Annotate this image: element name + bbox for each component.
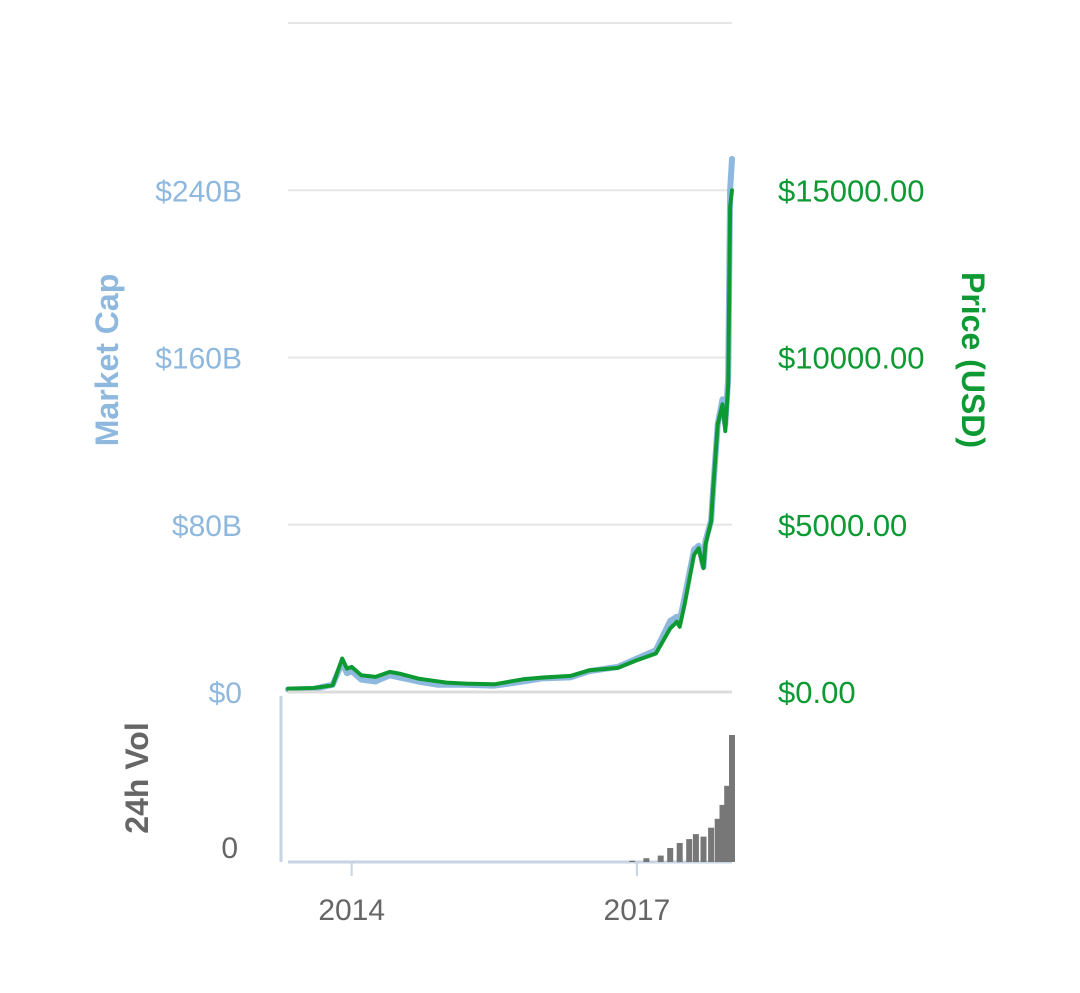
left-tick-label-3: $240B: [155, 175, 242, 208]
right-axis-title: Price (USD): [955, 272, 991, 448]
volume-bar-11: [724, 785, 731, 862]
volume-bar-0: [629, 860, 636, 862]
volume-bars: [629, 735, 735, 863]
series-line-price: [286, 188, 734, 691]
x-tick-label-0: 2014: [318, 894, 385, 927]
volume-axis-title: 24h Vol: [119, 722, 155, 833]
volume-bar-8: [708, 827, 715, 862]
series-line-market-cap: [285, 155, 735, 693]
right-tick-label-2: $10000.00: [778, 341, 925, 376]
volume-bar-5: [686, 839, 693, 862]
volume-bar-2: [657, 855, 664, 862]
left-tick-label-0: $0: [209, 677, 242, 710]
volume-bar-12: [729, 735, 735, 862]
left-tick-label-2: $160B: [155, 343, 242, 376]
volume-tick-label: 0: [221, 832, 238, 865]
volume-bar-6: [692, 834, 699, 862]
volume-bar-9: [714, 818, 721, 862]
volume-bar-7: [700, 836, 707, 862]
right-tick-label-3: $15000.00: [778, 173, 925, 208]
left-tick-label-1: $80B: [172, 510, 242, 543]
volume-bar-4: [676, 843, 683, 863]
volume-bar-1: [643, 858, 650, 862]
right-tick-label-0: $0.00: [778, 675, 856, 710]
right-axis-ticks: $0.00 $5000.00 $10000.00 $15000.00: [778, 173, 925, 710]
volume-bar-3: [667, 848, 674, 862]
volume-bar-10: [719, 804, 726, 862]
x-axis-ticks: 2014 2017: [318, 862, 670, 927]
grid-lines: [288, 189, 732, 526]
right-tick-label-1: $5000.00: [778, 508, 907, 543]
left-axis-ticks: $0 $80B $160B $240B: [155, 175, 242, 710]
left-axis-title: Market Cap: [89, 274, 125, 447]
x-tick-label-1: 2017: [604, 894, 671, 927]
